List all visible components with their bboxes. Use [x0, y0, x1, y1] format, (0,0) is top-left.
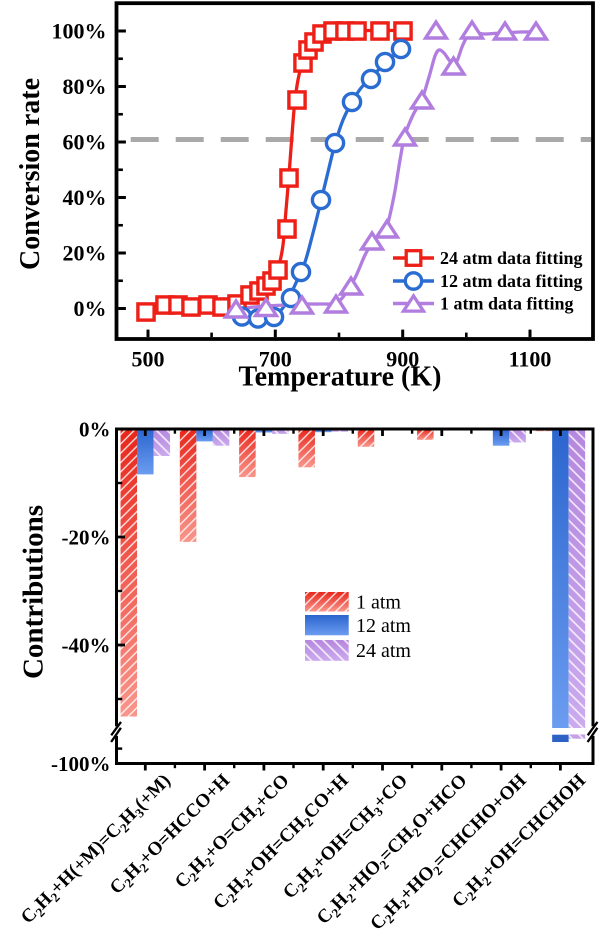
svg-text:500: 500 — [132, 347, 165, 372]
svg-text:900: 900 — [386, 347, 419, 372]
svg-text:12 atm data fitting: 12 atm data fitting — [440, 271, 583, 291]
svg-text:Conversion rate: Conversion rate — [15, 78, 46, 270]
svg-text:1 atm: 1 atm — [356, 592, 401, 614]
svg-text:0%: 0% — [79, 417, 111, 441]
svg-text:1 atm data fitting: 1 atm data fitting — [440, 294, 574, 314]
svg-text:100%: 100% — [52, 18, 107, 43]
svg-text:12 atm: 12 atm — [356, 615, 411, 637]
svg-text:0%: 0% — [74, 296, 107, 321]
svg-text:60%: 60% — [63, 129, 107, 154]
svg-text:-20%: -20% — [62, 525, 111, 549]
svg-text:40%: 40% — [63, 185, 107, 210]
svg-text:700: 700 — [259, 347, 292, 372]
svg-text:24 atm: 24 atm — [356, 640, 411, 662]
svg-text:1100: 1100 — [509, 347, 552, 372]
svg-text:80%: 80% — [63, 74, 107, 99]
svg-text:Temperature (K): Temperature (K) — [239, 362, 442, 393]
svg-text:20%: 20% — [63, 240, 107, 265]
svg-text:-40%: -40% — [62, 633, 111, 657]
svg-text:24 atm data fitting: 24 atm data fitting — [440, 248, 583, 268]
svg-text:Contributions: Contributions — [18, 505, 50, 679]
svg-text:-100%: -100% — [51, 752, 111, 776]
